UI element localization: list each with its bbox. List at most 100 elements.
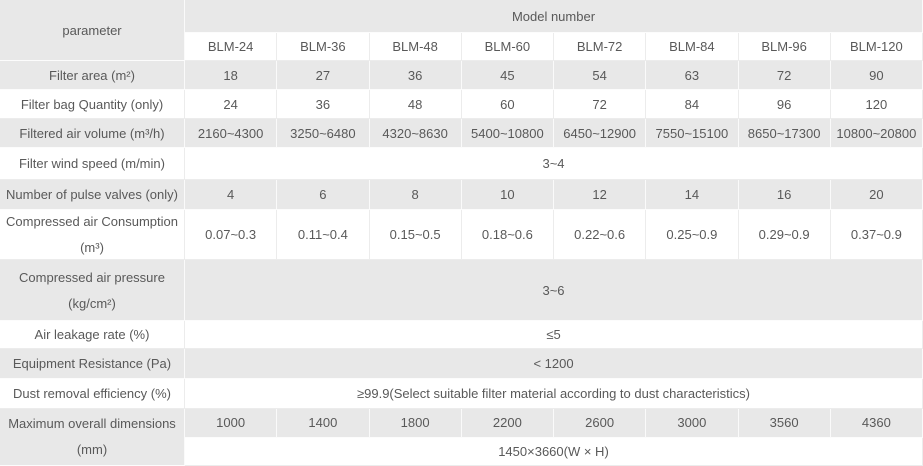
value-pulse-valves-blm-36: 6	[277, 180, 370, 211]
value-filter-bag-quantity-blm-96: 96	[738, 90, 831, 120]
value-filter-bag-quantity-blm-48: 48	[369, 90, 462, 120]
table-row-filtered-air-volume: Filtered air volume (m³/h) 2160~4300 3250~…	[0, 119, 923, 149]
value-filter-bag-quantity-blm-120: 120	[830, 90, 923, 120]
value-pulse-valves-blm-48: 8	[369, 180, 462, 211]
param-label-compressed-air-consumption: Compressed air Consumption (m³)	[0, 210, 185, 261]
value-filtered-air-volume-blm-84: 7550~15100	[646, 119, 739, 149]
value-compressed-air-consumption-blm-120: 0.37~0.9	[830, 210, 923, 261]
value-pulse-valves-blm-96: 16	[738, 180, 831, 211]
model-number-header: Model number	[185, 0, 923, 33]
header-row-model-number: parameter Model number	[0, 0, 923, 61]
param-label-pulse-valves: Number of pulse valves (only)	[0, 180, 185, 211]
value-maximum-overall-dimensions-blm-120: 4360	[830, 408, 923, 438]
value-filtered-air-volume-blm-72: 6450~12900	[554, 119, 647, 149]
value-maximum-overall-dimensions-blm-84: 3000	[646, 408, 739, 438]
param-label-line: (kg/cm²)	[68, 295, 116, 311]
model-column-header-blm-84: BLM-84	[646, 33, 739, 61]
param-label-line: (m³)	[80, 240, 104, 256]
value-filter-area-blm-72: 54	[554, 61, 647, 91]
value-dust-removal-efficiency: ≥99.9(Select suitable filter material ac…	[185, 378, 923, 409]
table-row-filter-bag-quantity: Filter bag Quantity (only) 24 36 48 60 72 84 96…	[0, 90, 923, 120]
value-filtered-air-volume-blm-36: 3250~6480	[277, 119, 370, 149]
value-filter-bag-quantity-blm-36: 36	[277, 90, 370, 120]
param-label-filter-wind-speed: Filter wind speed (m/min)	[0, 148, 185, 181]
value-pulse-valves-blm-60: 10	[461, 180, 554, 211]
model-column-header-blm-72: BLM-72	[554, 33, 647, 61]
value-filtered-air-volume-blm-96: 8650~17300	[738, 119, 831, 149]
value-filter-area-blm-120: 90	[830, 61, 923, 91]
value-filtered-air-volume-blm-60: 5400~10800	[461, 119, 554, 149]
model-column-header-blm-60: BLM-60	[461, 33, 554, 61]
value-filter-area-blm-84: 63	[646, 61, 739, 91]
value-pulse-valves-blm-24: 4	[185, 180, 278, 211]
value-maximum-overall-dimensions-blm-48: 1800	[369, 408, 462, 438]
model-column-header-blm-36: BLM-36	[277, 33, 370, 61]
value-maximum-overall-dimensions-blm-36: 1400	[277, 408, 370, 438]
param-label-line: Filter area (m²)	[49, 67, 135, 83]
value-compressed-air-consumption-blm-84: 0.25~0.9	[646, 210, 739, 261]
param-label-line: Filtered air volume (m³/h)	[19, 125, 165, 141]
value-air-leakage-rate: ≤5	[185, 320, 923, 349]
model-column-header-blm-96: BLM-96	[738, 33, 831, 61]
table-row-compressed-air-consumption: Compressed air Consumption (m³) 0.07~0.3 0.…	[0, 210, 923, 261]
table-row-compressed-air-pressure: Compressed air pressure (kg/cm²) 3~6	[0, 260, 923, 321]
parameter-header: parameter	[0, 0, 185, 61]
param-label-compressed-air-pressure: Compressed air pressure (kg/cm²)	[0, 260, 185, 321]
param-label-filter-bag-quantity: Filter bag Quantity (only)	[0, 90, 185, 120]
table-row-filter-area: Filter area (m²) 18 27 36 45 54 63 72 90	[0, 61, 923, 91]
param-label-filter-area: Filter area (m²)	[0, 61, 185, 91]
param-label-line: Equipment Resistance (Pa)	[12, 355, 172, 371]
model-column-header-blm-120: BLM-120	[830, 33, 923, 61]
value-filter-bag-quantity-blm-60: 60	[461, 90, 554, 120]
table-row-air-leakage-rate: Air leakage rate (%) ≤5	[0, 320, 923, 349]
table-row-pulse-valves: Number of pulse valves (only) 4 6 8 10 12 14 16…	[0, 180, 923, 211]
model-column-header-blm-24: BLM-24	[185, 33, 278, 61]
value-compressed-air-consumption-blm-60: 0.18~0.6	[461, 210, 554, 261]
value-filter-area-blm-48: 36	[369, 61, 462, 91]
param-label-line: Maximum overall dimensions	[8, 416, 176, 432]
table-row-maximum-overall-dimensions: Maximum overall dimensions (mm) 1000 1400 18…	[0, 408, 923, 466]
param-label-filtered-air-volume: Filtered air volume (m³/h)	[0, 119, 185, 149]
value-compressed-air-pressure: 3~6	[185, 260, 923, 321]
param-label-equipment-resistance: Equipment Resistance (Pa)	[0, 348, 185, 379]
table-row-maximum-overall-dimensions-wxh: 1450×3660(W × H)	[0, 437, 923, 466]
param-label-line: Number of pulse valves (only)	[6, 187, 178, 203]
param-label-line: Air leakage rate (%)	[34, 326, 150, 342]
param-label-line: Compressed air pressure	[19, 269, 165, 285]
value-compressed-air-consumption-blm-96: 0.29~0.9	[738, 210, 831, 261]
table-row-dust-removal-efficiency: Dust removal efficiency (%) ≥99.9(Select …	[0, 378, 923, 409]
value-filtered-air-volume-blm-120: 10800~20800	[830, 119, 923, 149]
value-filter-area-blm-60: 45	[461, 61, 554, 91]
value-compressed-air-consumption-blm-72: 0.22~0.6	[554, 210, 647, 261]
value-equipment-resistance: < 1200	[185, 348, 923, 379]
param-label-maximum-overall-dimensions: Maximum overall dimensions (mm)	[0, 408, 185, 466]
value-pulse-valves-blm-84: 14	[646, 180, 739, 211]
model-column-header-blm-48: BLM-48	[369, 33, 462, 61]
value-filtered-air-volume-blm-48: 4320~8630	[369, 119, 462, 149]
value-filtered-air-volume-blm-24: 2160~4300	[185, 119, 278, 149]
value-filter-bag-quantity-blm-24: 24	[185, 90, 278, 120]
value-compressed-air-consumption-blm-48: 0.15~0.5	[369, 210, 462, 261]
param-label-line: Compressed air Consumption	[6, 214, 178, 230]
value-filter-area-blm-36: 27	[277, 61, 370, 91]
value-filter-bag-quantity-blm-84: 84	[646, 90, 739, 120]
param-label-air-leakage-rate: Air leakage rate (%)	[0, 320, 185, 349]
value-maximum-overall-dimensions-blm-96: 3560	[738, 408, 831, 438]
model-names-row: BLM-24 BLM-36 BLM-48 BLM-60 BLM-72 BLM-84 BLM-…	[0, 33, 923, 61]
table-row-filter-wind-speed: Filter wind speed (m/min) 3~4	[0, 148, 923, 181]
value-maximum-overall-dimensions-wxh: 1450×3660(W × H)	[185, 437, 923, 466]
param-label-line: Filter wind speed (m/min)	[19, 156, 165, 172]
value-filter-bag-quantity-blm-72: 72	[554, 90, 647, 120]
param-label-line: (mm)	[76, 442, 108, 458]
value-maximum-overall-dimensions-blm-24: 1000	[185, 408, 278, 438]
value-filter-area-blm-96: 72	[738, 61, 831, 91]
param-label-dust-removal-efficiency: Dust removal efficiency (%)	[0, 378, 185, 409]
value-filter-area-blm-24: 18	[185, 61, 278, 91]
value-compressed-air-consumption-blm-24: 0.07~0.3	[185, 210, 278, 261]
value-pulse-valves-blm-72: 12	[554, 180, 647, 211]
value-filter-wind-speed: 3~4	[185, 148, 923, 181]
value-maximum-overall-dimensions-blm-72: 2600	[554, 408, 647, 438]
table-row-equipment-resistance: Equipment Resistance (Pa) < 1200	[0, 348, 923, 379]
